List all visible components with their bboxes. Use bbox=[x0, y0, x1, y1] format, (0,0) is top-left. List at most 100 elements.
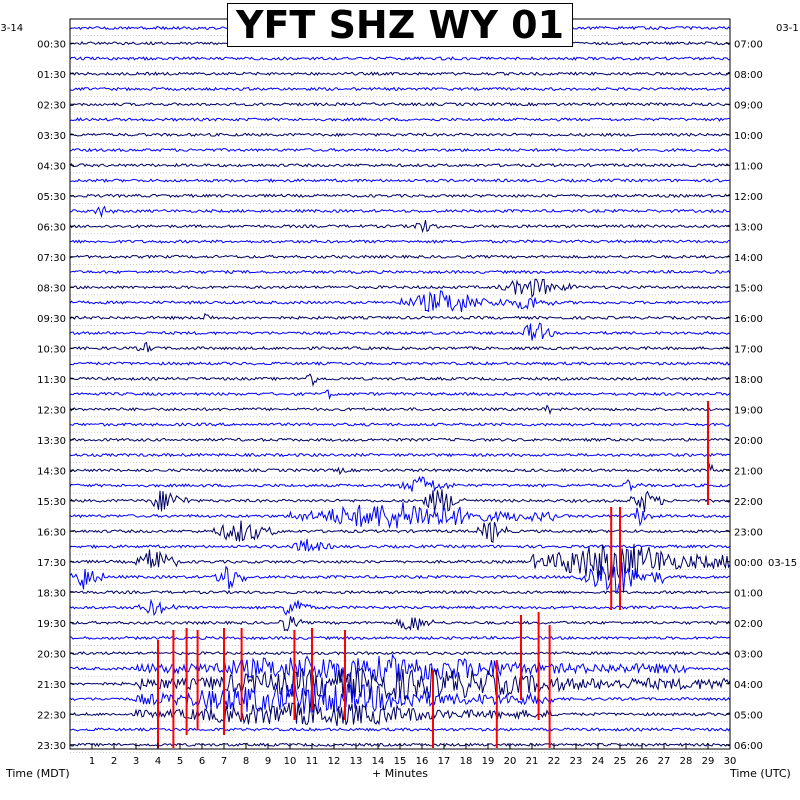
trace-line bbox=[69, 489, 731, 513]
x-tick-label: 5 bbox=[177, 756, 183, 767]
trace-line bbox=[69, 101, 730, 107]
trace-line bbox=[69, 452, 731, 458]
trace-line bbox=[69, 635, 731, 641]
right-time-label: 04:00 bbox=[734, 680, 763, 691]
trace-line bbox=[69, 278, 731, 299]
left-time-label: 12:30 bbox=[37, 405, 66, 416]
x-tick-label: 18 bbox=[460, 756, 473, 767]
right-time-labels: 07:00 08:00 09:00 10:00 11:00 12:00 13:00 14:00… bbox=[726, 39, 797, 752]
x-tick-label: 7 bbox=[221, 756, 227, 767]
x-tick-label: 1 bbox=[89, 756, 95, 767]
x-tick-label: 14 bbox=[372, 756, 385, 767]
left-time-label: 02:30 bbox=[37, 100, 66, 111]
left-time-label: 10:30 bbox=[37, 344, 66, 355]
left-time-label: 05:30 bbox=[37, 192, 66, 203]
x-tick-label: 26 bbox=[636, 756, 649, 767]
right-time-label: 16:00 bbox=[734, 314, 763, 325]
trace-line bbox=[69, 132, 731, 138]
trace-line bbox=[69, 404, 731, 415]
trace-line bbox=[69, 290, 731, 313]
left-time-labels: 00:30 01:30 02:30 03:30 04:30 05:30 06:30 07:30… bbox=[37, 39, 74, 752]
trace-line bbox=[69, 616, 731, 632]
right-time-label: 15:00 bbox=[734, 283, 763, 294]
right-time-label: 19:00 bbox=[734, 405, 763, 416]
trace-line bbox=[69, 651, 731, 656]
x-tick-label: 21 bbox=[526, 756, 539, 767]
left-time-label: 20:30 bbox=[37, 649, 66, 660]
trace-line bbox=[69, 312, 731, 321]
x-tick-label: 9 bbox=[265, 756, 271, 767]
x-tick-label: 24 bbox=[592, 756, 605, 767]
left-time-label: 13:30 bbox=[37, 436, 66, 447]
left-time-label: 14:30 bbox=[37, 466, 66, 477]
right-time-label: 23:00 bbox=[734, 527, 763, 538]
right-time-label: 13:00 bbox=[734, 222, 763, 233]
trace-line bbox=[70, 667, 731, 701]
trace-line bbox=[69, 361, 731, 366]
trace-line bbox=[69, 373, 731, 387]
trace-line bbox=[69, 193, 731, 199]
x-tick-label: 11 bbox=[306, 756, 319, 767]
right-date-change-label: 03-15 bbox=[768, 558, 797, 569]
left-time-label: 21:30 bbox=[37, 680, 66, 691]
trace-line bbox=[69, 702, 731, 726]
right-date-top-label: 03-1 bbox=[776, 23, 799, 34]
left-time-label: 23:30 bbox=[37, 741, 66, 752]
trace-line bbox=[69, 463, 731, 476]
x-tick-label: 6 bbox=[199, 756, 205, 767]
clipped-spikes bbox=[157, 401, 709, 748]
x-axis-label: + Minutes bbox=[372, 767, 428, 780]
right-time-label: 12:00 bbox=[734, 192, 763, 203]
trace-line bbox=[69, 269, 731, 275]
left-time-label: 15:30 bbox=[37, 497, 66, 508]
trace-line bbox=[69, 422, 731, 427]
left-time-label: 04:30 bbox=[37, 161, 66, 172]
left-time-label: 00:30 bbox=[37, 39, 66, 50]
x-tick-label: 10 bbox=[284, 756, 297, 767]
trace-line bbox=[69, 147, 731, 153]
left-time-label: 03:30 bbox=[37, 131, 66, 142]
right-time-label: 17:00 bbox=[734, 344, 763, 355]
x-tick-label: 23 bbox=[570, 756, 583, 767]
trace-line bbox=[69, 86, 731, 92]
right-time-label: 18:00 bbox=[734, 375, 763, 386]
right-time-label: 11:00 bbox=[734, 161, 763, 172]
right-time-label: 05:00 bbox=[734, 710, 763, 721]
left-time-label: 11:30 bbox=[37, 375, 66, 386]
right-time-label: 08:00 bbox=[734, 70, 763, 81]
x-tick-label: 22 bbox=[548, 756, 561, 767]
x-tick-label: 16 bbox=[416, 756, 429, 767]
trace-line bbox=[69, 71, 731, 77]
chart-title: YFT SHZ WY 01 bbox=[227, 3, 573, 47]
right-time-label: 22:00 bbox=[734, 497, 763, 508]
trace-line bbox=[69, 389, 731, 401]
right-time-label: 00:00 bbox=[734, 558, 763, 569]
x-tick-label: 20 bbox=[504, 756, 517, 767]
x-tick-label: 4 bbox=[155, 756, 161, 767]
trace-line bbox=[69, 219, 731, 234]
trace-line bbox=[69, 239, 731, 244]
trace-line bbox=[69, 254, 731, 260]
trace-line bbox=[69, 162, 731, 168]
x-tick-label: 12 bbox=[328, 756, 341, 767]
x-tick-label: 30 bbox=[724, 756, 737, 767]
left-time-label: 01:30 bbox=[37, 70, 66, 81]
left-time-label: 18:30 bbox=[37, 588, 66, 599]
x-tick-label: 15 bbox=[394, 756, 407, 767]
right-time-label: 06:00 bbox=[734, 741, 763, 752]
left-time-label: 19:30 bbox=[37, 619, 66, 630]
left-time-label: 22:30 bbox=[37, 710, 66, 721]
right-time-label: 02:00 bbox=[734, 619, 763, 630]
right-time-label: 21:00 bbox=[734, 466, 763, 477]
trace-line bbox=[70, 178, 731, 183]
trace-line bbox=[69, 56, 731, 61]
left-time-label: 09:30 bbox=[37, 314, 66, 325]
x-tick-label: 2 bbox=[111, 756, 117, 767]
right-time-label: 20:00 bbox=[734, 436, 763, 447]
right-time-label: 10:00 bbox=[734, 131, 763, 142]
left-axis-label: Time (MDT) bbox=[5, 767, 70, 780]
right-time-label: 01:00 bbox=[734, 588, 763, 599]
trace-line bbox=[69, 653, 731, 683]
trace-line bbox=[69, 475, 731, 492]
